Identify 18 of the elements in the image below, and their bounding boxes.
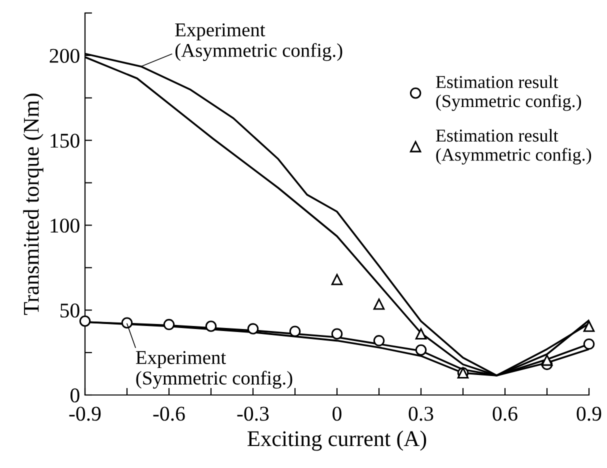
legend-label: Estimation result (Asymmetric config.) [436, 128, 592, 165]
y-tick-label: 200 [50, 48, 80, 63]
x-tick-label: 0.9 [576, 406, 602, 421]
y-tick-label: 50 [60, 303, 80, 318]
annotation: Experiment (Asymmetric config.) [175, 23, 342, 61]
x-axis-title: Exciting current (A) [248, 430, 426, 451]
x-tick-label: -0.3 [237, 406, 269, 421]
y-tick-label: 150 [50, 134, 80, 148]
x-tick-label: -0.6 [153, 406, 185, 421]
y-axis-title: Transmitted torque (Nm) [23, 94, 44, 315]
annotation: Experiment (Symmetric config.) [136, 351, 292, 389]
x-tick-label: 0.6 [492, 406, 518, 421]
x-tick-label: 0 [332, 406, 342, 421]
y-tick-label: 0 [70, 388, 80, 402]
y-tick-label: 100 [50, 218, 80, 233]
x-tick-label: -0.9 [69, 406, 101, 421]
legend-label: Estimation result (Symmetric config.) [436, 75, 582, 111]
x-tick-label: 0.3 [408, 406, 434, 421]
